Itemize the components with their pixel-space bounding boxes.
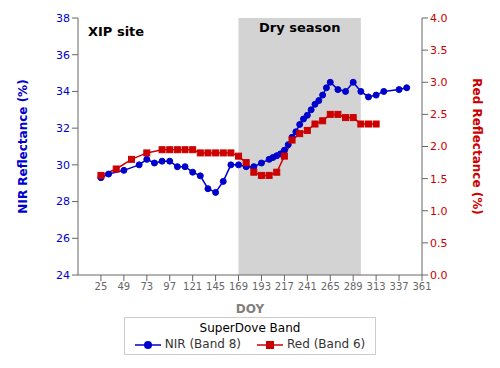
svg-text:Dry season: Dry season (259, 20, 340, 35)
svg-text:2.5: 2.5 (430, 108, 448, 121)
svg-text:265: 265 (321, 281, 340, 292)
svg-text:36: 36 (56, 49, 70, 62)
svg-text:38: 38 (56, 12, 70, 25)
svg-text:Red Reflectance (%): Red Reflectance (%) (470, 78, 484, 214)
svg-text:313: 313 (367, 281, 386, 292)
svg-text:241: 241 (298, 281, 317, 292)
svg-text:3.5: 3.5 (430, 44, 448, 57)
svg-text:3.0: 3.0 (430, 76, 448, 89)
html-text:NIR (Band 8): NIR (Band 8) (164, 337, 241, 351)
svg-text:97: 97 (163, 281, 176, 292)
svg-text:1.0: 1.0 (430, 205, 448, 218)
html-text:Red (Band 6): Red (Band 6) (287, 337, 366, 351)
svg-text:121: 121 (183, 281, 202, 292)
svg-text:0.5: 0.5 (430, 237, 448, 250)
svg-text:169: 169 (229, 281, 248, 292)
svg-text:145: 145 (206, 281, 225, 292)
html-text:XIP site: XIP site (88, 24, 145, 39)
svg-text:25: 25 (95, 281, 108, 292)
svg-text:0.0: 0.0 (430, 269, 448, 282)
svg-text:32: 32 (56, 122, 70, 135)
svg-text:49: 49 (117, 281, 130, 292)
svg-text:24: 24 (56, 269, 70, 282)
svg-text:1.5: 1.5 (430, 173, 448, 186)
svg-text:73: 73 (140, 281, 153, 292)
svg-text:289: 289 (344, 281, 363, 292)
svg-text:34: 34 (56, 85, 70, 98)
svg-text:217: 217 (275, 281, 294, 292)
svg-text:30: 30 (56, 159, 70, 172)
svg-text:26: 26 (56, 232, 70, 245)
svg-text:193: 193 (252, 281, 271, 292)
svg-text:28: 28 (56, 195, 70, 208)
html-text:SuperDove Band: SuperDove Band (199, 321, 301, 335)
svg-text:2.0: 2.0 (430, 140, 448, 153)
svg-text:337: 337 (390, 281, 409, 292)
svg-text:DOY: DOY (236, 302, 265, 316)
svg-text:361: 361 (412, 281, 431, 292)
svg-text:4.0: 4.0 (430, 12, 448, 25)
svg-text:NIR Reflectance (%): NIR Reflectance (%) (16, 79, 30, 213)
